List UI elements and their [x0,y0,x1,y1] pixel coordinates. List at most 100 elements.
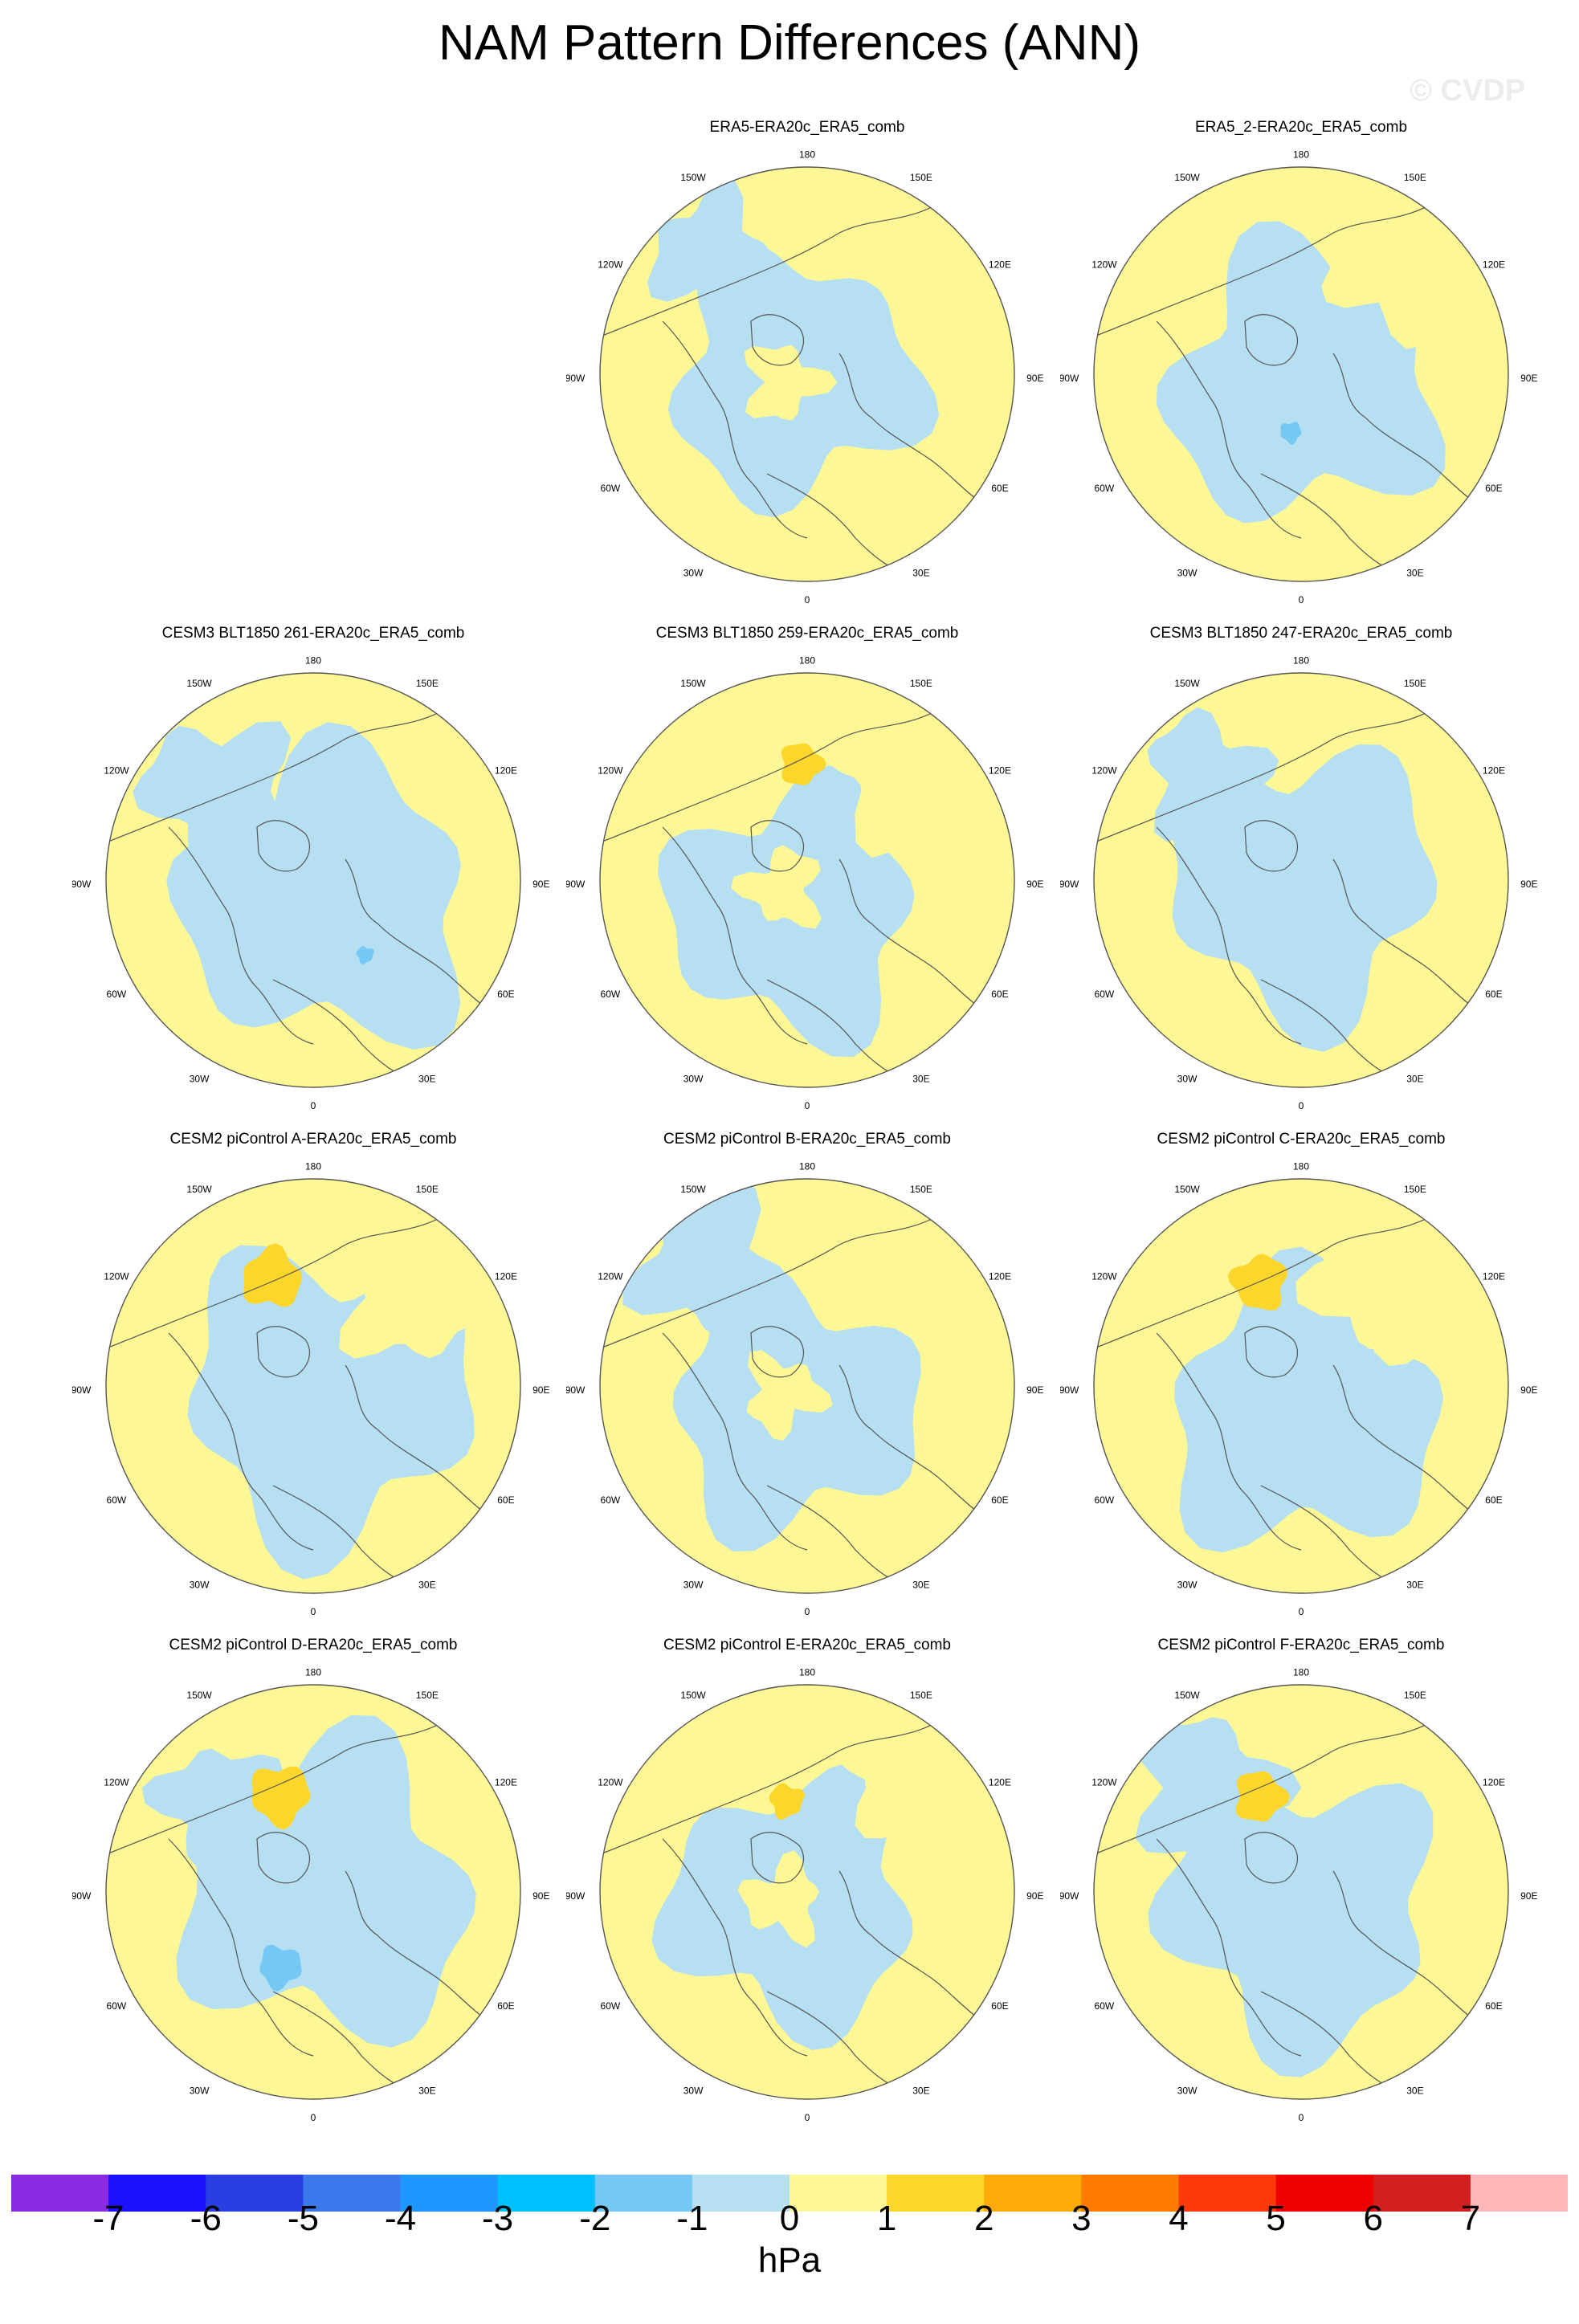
colorbar-tick-label: 2 [974,2199,994,2238]
anomaly-region [647,178,772,317]
map-panel: CESM2 piControl E-ERA20c_ERA5_comb 180 0 90… [566,1637,1048,2134]
colorbar-swatch [303,2175,402,2212]
longitude-label: 150E [1404,1184,1426,1195]
map-frame [1093,1684,1509,2100]
longitude-label: 30W [683,2085,704,2097]
page-title: NAM Pattern Differences (ANN) [439,15,1140,71]
coastline-america [662,1838,808,2057]
polar-map: 180 0 90E 90W 150E 120E 150W 120W 60E 30E 60W 30W [72,1161,549,1618]
coastline-eurasia [838,353,1001,515]
colorbar-swatch [206,2175,304,2212]
longitude-label: 90E [532,1890,549,1902]
panel-title: CESM2 piControl F-ERA20c_ERA5_comb [1157,1637,1445,1653]
longitude-label: 180 [799,149,815,161]
colorbar-swatch [11,2175,109,2212]
anomaly-region [1221,331,1341,428]
panel-title: CESM3 BLT1850 261-ERA20c_ERA5_comb [161,625,465,642]
longitude-label: 90W [1060,1890,1079,1902]
polar-map: 180 0 90E 90W 150E 120E 150W 120W 60E 30E 60W 30W [1060,1161,1537,1618]
longitude-label: 90W [566,879,585,890]
colorbar-swatch [984,2175,1082,2212]
longitude-label: 30W [190,1074,210,1085]
longitude-label: 90W [72,1890,92,1902]
longitude-label: 0 [805,594,810,605]
anomaly-region [226,1342,359,1464]
longitude-label: 180 [305,1161,321,1172]
longitude-label: 30W [190,2085,210,2097]
longitude-label: 180 [305,655,321,667]
anomaly-region [1321,194,1461,349]
anomaly-region [224,1825,349,1957]
longitude-label: 60W [601,1494,621,1506]
panel-title: CESM2 piControl A-ERA20c_ERA5_comb [169,1131,457,1148]
longitude-label: 30E [418,2085,435,2097]
polar-map: 180 0 90E 90W 150E 120E 150W 120W 60E 30E 60W 30W [72,655,549,1112]
coastline-america [1156,826,1302,1045]
coastline-eurasia [345,1870,507,2032]
coastline-eurasia [1332,1364,1495,1527]
panel-title: CESM3 BLT1850 247-ERA20c_ERA5_comb [1149,625,1453,642]
longitude-label: 90E [532,1384,549,1396]
longitude-label: 30W [1177,2085,1198,2097]
anomaly-region [1216,839,1331,945]
colorbar-tick-label: 1 [876,2199,897,2238]
longitude-label: 30E [1406,1580,1423,1591]
longitude-label: 0 [1299,1606,1304,1617]
map-frame [599,1178,1015,1594]
strong-anomaly-blob [769,1783,805,1820]
panel-title: ERA5_2-ERA20c_ERA5_comb [1194,119,1408,136]
anomaly-region [133,721,292,884]
strong-anomaly-blob [781,743,826,785]
longitude-label: 120E [989,1776,1011,1788]
longitude-label: 150E [1404,1690,1426,1701]
longitude-label: 90E [1520,1384,1537,1396]
longitude-label: 0 [805,1100,810,1111]
coastline-america [1156,1332,1302,1551]
strong-anomaly-blob [251,1766,311,1830]
map-frame [599,672,1015,1088]
map-panel: CESM2 piControl F-ERA20c_ERA5_comb 180 0 90… [1060,1637,1542,2134]
map-panel: CESM2 piControl A-ERA20c_ERA5_comb 180 0 90… [72,1131,554,1629]
longitude-label: 60E [1485,989,1502,1000]
coastline-eurasia [1332,1870,1495,2032]
longitude-label: 150E [910,172,932,183]
map-frame [105,1178,521,1594]
longitude-label: 60E [497,2000,514,2012]
longitude-label: 150W [186,1690,212,1701]
map-panel: ERA5_2-ERA20c_ERA5_comb 180 0 90E 90W 150E 120… [1060,119,1542,617]
longitude-label: 90E [1520,1890,1537,1902]
longitude-label: 180 [1293,149,1309,161]
longitude-label: 30W [683,568,704,579]
polar-map: 180 0 90E 90W 150E 120E 150W 120W 60E 30E 60W 30W [566,149,1043,606]
longitude-label: 60W [1095,2000,1115,2012]
longitude-label: 120W [1091,1270,1117,1282]
colorbar-tick-label: -6 [190,2199,222,2238]
panel-title: CESM2 piControl B-ERA20c_ERA5_comb [663,1131,951,1148]
longitude-label: 60E [497,1494,514,1506]
longitude-label: 150E [1404,172,1426,183]
longitude-label: 120E [989,259,1011,270]
polar-map: 180 0 90E 90W 150E 120E 150W 120W 60E 30E 60W 30W [1060,1667,1537,2124]
longitude-label: 150W [680,1184,706,1195]
strong-anomaly-blob [356,946,374,964]
map-frame [599,1684,1015,2100]
longitude-label: 60E [991,483,1008,494]
longitude-label: 150E [416,1184,439,1195]
panel-title: CESM3 BLT1850 259-ERA20c_ERA5_comb [655,625,959,642]
longitude-label: 30E [418,1074,435,1085]
longitude-label: 0 [805,1606,810,1617]
longitude-label: 120E [495,1270,517,1282]
longitude-label: 120W [104,764,129,776]
strong-anomaly-blob [259,1944,302,1992]
longitude-label: 120W [598,1270,623,1282]
anomaly-region [1295,1201,1476,1366]
longitude-label: 90W [1060,879,1079,890]
strong-anomaly-blob [1280,422,1302,445]
longitude-label: 120E [989,1270,1011,1282]
map-frame [599,166,1015,582]
longitude-label: 30W [1177,1580,1198,1591]
panel-title: CESM2 piControl E-ERA20c_ERA5_comb [663,1637,951,1653]
longitude-label: 90E [1026,373,1043,384]
coastline-eurasia [345,1364,507,1527]
longitude-label: 0 [1299,594,1304,605]
